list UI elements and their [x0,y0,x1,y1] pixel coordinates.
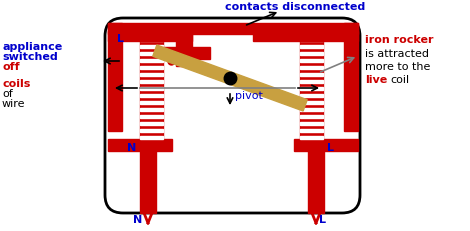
Bar [140,67,163,70]
Text: switched: switched [2,52,58,62]
Bar [300,94,323,97]
Bar [300,39,323,42]
Text: is attracted: is attracted [365,49,429,59]
Bar [140,60,163,63]
Bar [344,24,358,131]
FancyBboxPatch shape [105,19,360,213]
Bar [140,74,163,77]
Bar [140,116,163,119]
Bar [140,122,163,125]
Text: pivot: pivot [235,91,263,100]
Text: more to the: more to the [365,62,431,72]
Bar [300,74,323,77]
Text: L: L [327,142,334,152]
Text: contacts disconnected: contacts disconnected [225,2,365,12]
Text: live: live [365,75,387,85]
Bar [300,60,323,63]
Bar [300,67,323,70]
Bar [176,32,192,67]
Bar [140,88,163,91]
Bar [140,137,163,139]
Bar [108,24,122,131]
Bar [300,46,323,49]
Bar [300,81,323,84]
Text: N: N [133,214,142,224]
Text: of: of [2,89,13,99]
Bar [140,102,163,105]
Bar [140,109,163,112]
Bar [140,94,163,97]
Text: coil: coil [390,75,409,85]
Bar [300,122,323,125]
Text: appliance: appliance [2,42,62,52]
Bar [300,109,323,112]
Polygon shape [153,46,307,112]
Text: L: L [320,214,327,224]
Text: N: N [127,142,137,152]
Bar [140,46,163,49]
Bar [140,129,163,132]
Bar [108,139,172,151]
Bar [253,32,358,42]
Bar [300,129,323,132]
Bar [300,116,323,119]
Bar [140,149,156,213]
Bar [300,88,323,91]
Text: iron rocker: iron rocker [365,35,433,45]
Bar [308,149,324,213]
Bar [300,102,323,105]
Bar [300,53,323,56]
Text: L: L [117,34,124,44]
Bar [163,48,210,60]
Bar [108,24,358,35]
Text: coils: coils [2,79,31,89]
Bar [140,53,163,56]
Bar [140,81,163,84]
Bar [300,137,323,139]
Bar [140,39,163,42]
Text: wire: wire [2,99,25,109]
Bar [140,35,163,143]
Bar [294,139,358,151]
Text: off: off [2,62,20,72]
Bar [300,35,323,143]
Bar [108,32,192,42]
